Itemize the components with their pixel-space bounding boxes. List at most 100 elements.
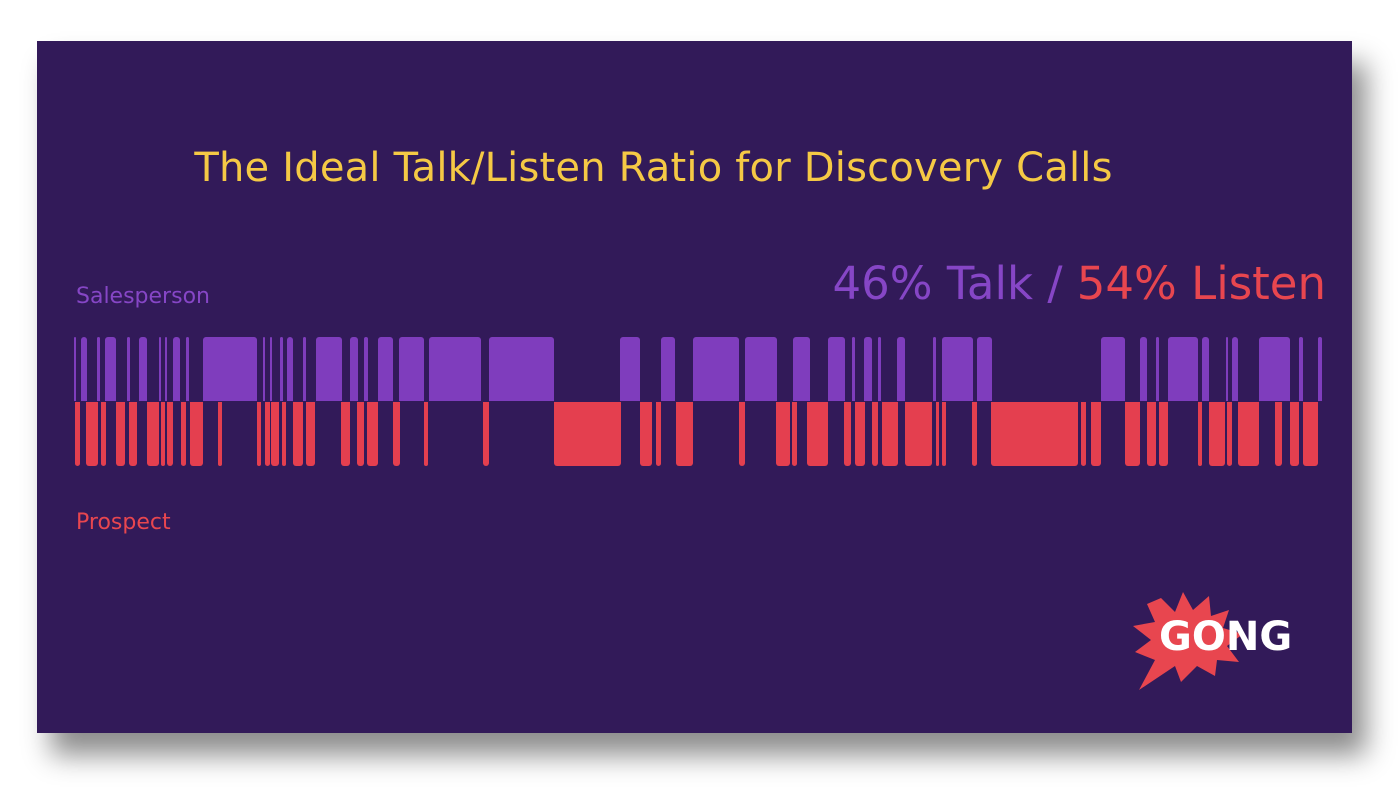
- prospect-speech-segment: [190, 402, 203, 466]
- prospect-track: [37, 402, 1352, 466]
- salesperson-speech-segment: [81, 337, 87, 401]
- salesperson-speech-segment: [1318, 337, 1322, 401]
- salesperson-speech-segment: [661, 337, 675, 401]
- salesperson-speech-segment: [350, 337, 358, 401]
- salesperson-speech-segment: [489, 337, 554, 401]
- prospect-speech-segment: [116, 402, 125, 466]
- salesperson-speech-segment: [1232, 337, 1238, 401]
- prospect-speech-segment: [1209, 402, 1225, 466]
- salesperson-speech-segment: [127, 337, 130, 401]
- prospect-speech-segment: [872, 402, 878, 466]
- prospect-speech-segment: [1159, 402, 1168, 466]
- prospect-speech-segment: [129, 402, 137, 466]
- prospect-speech-segment: [1081, 402, 1086, 466]
- prospect-speech-segment: [147, 402, 159, 466]
- salesperson-speech-segment: [878, 337, 881, 401]
- salesperson-speech-segment: [1226, 337, 1228, 401]
- prospect-speech-segment: [936, 402, 939, 466]
- salesperson-speech-segment: [287, 337, 293, 401]
- prospect-speech-segment: [86, 402, 98, 466]
- salesperson-speech-segment: [173, 337, 180, 401]
- prospect-speech-segment: [855, 402, 865, 466]
- salesperson-speech-segment: [852, 337, 855, 401]
- listen-percentage: 54% Listen: [1076, 257, 1326, 310]
- salesperson-speech-segment: [165, 337, 167, 401]
- prospect-speech-segment: [293, 402, 303, 466]
- talk-listen-ratio: 46% Talk / 54% Listen: [833, 257, 1327, 310]
- prospect-speech-segment: [1125, 402, 1140, 466]
- prospect-speech-segment: [282, 402, 286, 466]
- prospect-speech-segment: [341, 402, 350, 466]
- prospect-speech-segment: [676, 402, 693, 466]
- prospect-speech-segment: [1275, 402, 1282, 466]
- salesperson-speech-segment: [203, 337, 257, 401]
- salesperson-track: [37, 337, 1352, 401]
- salesperson-speech-segment: [1156, 337, 1159, 401]
- prospect-label: Prospect: [76, 510, 171, 535]
- talk-percentage: 46% Talk: [832, 257, 1034, 310]
- prospect-speech-segment: [739, 402, 745, 466]
- salesperson-speech-segment: [693, 337, 739, 401]
- prospect-speech-segment: [101, 402, 106, 466]
- prospect-speech-segment: [393, 402, 400, 466]
- salesperson-speech-segment: [1101, 337, 1125, 401]
- salesperson-speech-segment: [378, 337, 393, 401]
- prospect-speech-segment: [218, 402, 222, 466]
- salesperson-speech-segment: [942, 337, 973, 401]
- salesperson-speech-segment: [263, 337, 265, 401]
- prospect-speech-segment: [271, 402, 279, 466]
- salesperson-speech-segment: [316, 337, 342, 401]
- prospect-speech-segment: [1198, 402, 1202, 466]
- salesperson-speech-segment: [1168, 337, 1198, 401]
- salesperson-speech-segment: [620, 337, 640, 401]
- salesperson-speech-segment: [897, 337, 905, 401]
- salesperson-speech-segment: [105, 337, 116, 401]
- prospect-speech-segment: [844, 402, 851, 466]
- prospect-speech-segment: [1227, 402, 1232, 466]
- prospect-speech-segment: [257, 402, 261, 466]
- salesperson-speech-segment: [280, 337, 283, 401]
- salesperson-speech-segment: [1259, 337, 1290, 401]
- prospect-speech-segment: [991, 402, 1078, 466]
- prospect-speech-segment: [882, 402, 898, 466]
- salesperson-speech-segment: [429, 337, 481, 401]
- salesperson-speech-segment: [1202, 337, 1209, 401]
- prospect-speech-segment: [367, 402, 378, 466]
- prospect-speech-segment: [306, 402, 315, 466]
- salesperson-speech-segment: [864, 337, 872, 401]
- prospect-speech-segment: [807, 402, 828, 466]
- prospect-speech-segment: [265, 402, 270, 466]
- prospect-speech-segment: [1091, 402, 1101, 466]
- salesperson-speech-segment: [159, 337, 161, 401]
- salesperson-speech-segment: [745, 337, 777, 401]
- prospect-speech-segment: [167, 402, 173, 466]
- chart-card: The Ideal Talk/Listen Ratio for Discover…: [37, 41, 1352, 733]
- salesperson-speech-segment: [977, 337, 992, 401]
- prospect-speech-segment: [181, 402, 186, 466]
- logo-text: GONG: [1159, 614, 1293, 660]
- prospect-speech-segment: [656, 402, 661, 466]
- salesperson-speech-segment: [1299, 337, 1303, 401]
- salesperson-speech-segment: [828, 337, 845, 401]
- prospect-speech-segment: [1303, 402, 1318, 466]
- salesperson-speech-segment: [933, 337, 936, 401]
- salesperson-speech-segment: [793, 337, 810, 401]
- salesperson-speech-segment: [364, 337, 368, 401]
- salesperson-speech-segment: [270, 337, 272, 401]
- ratio-separator: /: [1033, 257, 1077, 310]
- salesperson-speech-segment: [399, 337, 424, 401]
- prospect-speech-segment: [424, 402, 428, 466]
- prospect-speech-segment: [554, 402, 621, 466]
- prospect-speech-segment: [942, 402, 946, 466]
- prospect-speech-segment: [1238, 402, 1259, 466]
- prospect-speech-segment: [357, 402, 364, 466]
- salesperson-speech-segment: [186, 337, 189, 401]
- chart-title: The Ideal Talk/Listen Ratio for Discover…: [194, 145, 1113, 191]
- salesperson-speech-segment: [139, 337, 147, 401]
- salesperson-speech-segment: [303, 337, 306, 401]
- prospect-speech-segment: [1147, 402, 1156, 466]
- prospect-speech-segment: [905, 402, 932, 466]
- prospect-speech-segment: [972, 402, 977, 466]
- speech-burst-icon: [1133, 592, 1243, 690]
- prospect-speech-segment: [161, 402, 165, 466]
